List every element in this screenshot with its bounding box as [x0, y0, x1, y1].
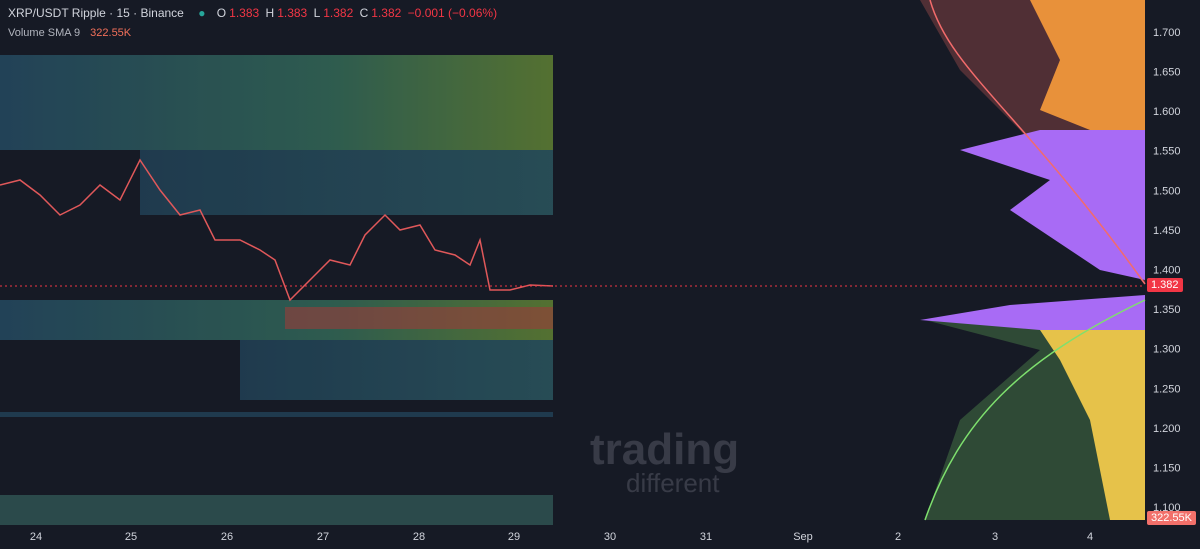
price-candles: [0, 158, 554, 302]
time-label: 24: [30, 531, 42, 543]
time-label: 29: [508, 531, 520, 543]
c-label: C: [359, 6, 369, 20]
time-label: 3: [992, 531, 998, 543]
watermark-line2: different: [626, 468, 720, 498]
price-label: 1.450: [1153, 225, 1181, 237]
time-label: 25: [125, 531, 137, 543]
time-label: Sep: [793, 531, 813, 543]
c-value: 1.382: [371, 6, 402, 20]
volume-bars: [0, 495, 553, 525]
l-label: L: [313, 6, 321, 20]
time-label: 2: [895, 531, 901, 543]
h-label: H: [265, 6, 275, 20]
symbol-header: XRP/USDT Ripple · 15 · Binance ● O 1.383 …: [8, 6, 500, 20]
price-label: 1.700: [1153, 27, 1181, 39]
time-label: 4: [1087, 531, 1093, 543]
price-label: 1.300: [1153, 344, 1181, 356]
l-value: 1.382: [323, 6, 354, 20]
volume-value: 322.55K: [90, 27, 132, 39]
heatmap: [0, 55, 553, 417]
time-axis: 24 25 26 27 28 29 30 31 Sep 2 3 4: [30, 531, 1093, 543]
price-axis-bg: [1146, 0, 1200, 525]
h-value: 1.383: [277, 6, 308, 20]
time-label: 28: [413, 531, 425, 543]
price-label: 1.500: [1153, 185, 1181, 197]
price-label: 1.250: [1153, 383, 1181, 395]
change: −0.001 (−0.06%): [407, 6, 498, 20]
o-label: O: [216, 6, 227, 20]
price-label: 1.200: [1153, 423, 1181, 435]
time-label: 27: [317, 531, 329, 543]
o-value: 1.383: [229, 6, 260, 20]
volume-legend: Volume SMA 9 322.55K: [8, 27, 131, 39]
status-dot: ●: [198, 6, 206, 20]
volume-label: Volume SMA 9: [8, 27, 81, 39]
time-label: 26: [221, 531, 233, 543]
watermark-line1: trading: [590, 425, 740, 474]
time-label: 30: [604, 531, 616, 543]
price-label: 1.350: [1153, 304, 1181, 316]
time-label: 31: [700, 531, 712, 543]
price-label: 1.650: [1153, 67, 1181, 79]
price-label: 1.550: [1153, 146, 1181, 158]
price-label: 1.150: [1153, 463, 1181, 475]
symbol: XRP/USDT Ripple · 15 · Binance: [8, 6, 184, 20]
price-axis: 1.700 1.650 1.600 1.550 1.500 1.450 1.400 1.350…: [1153, 27, 1181, 514]
volume-badge: 322.55K: [1147, 511, 1196, 525]
price-label: 1.400: [1153, 265, 1181, 277]
price-label: 1.600: [1153, 106, 1181, 118]
last-price-badge: 1.382: [1147, 278, 1183, 292]
volume-profile: [920, 0, 1146, 521]
